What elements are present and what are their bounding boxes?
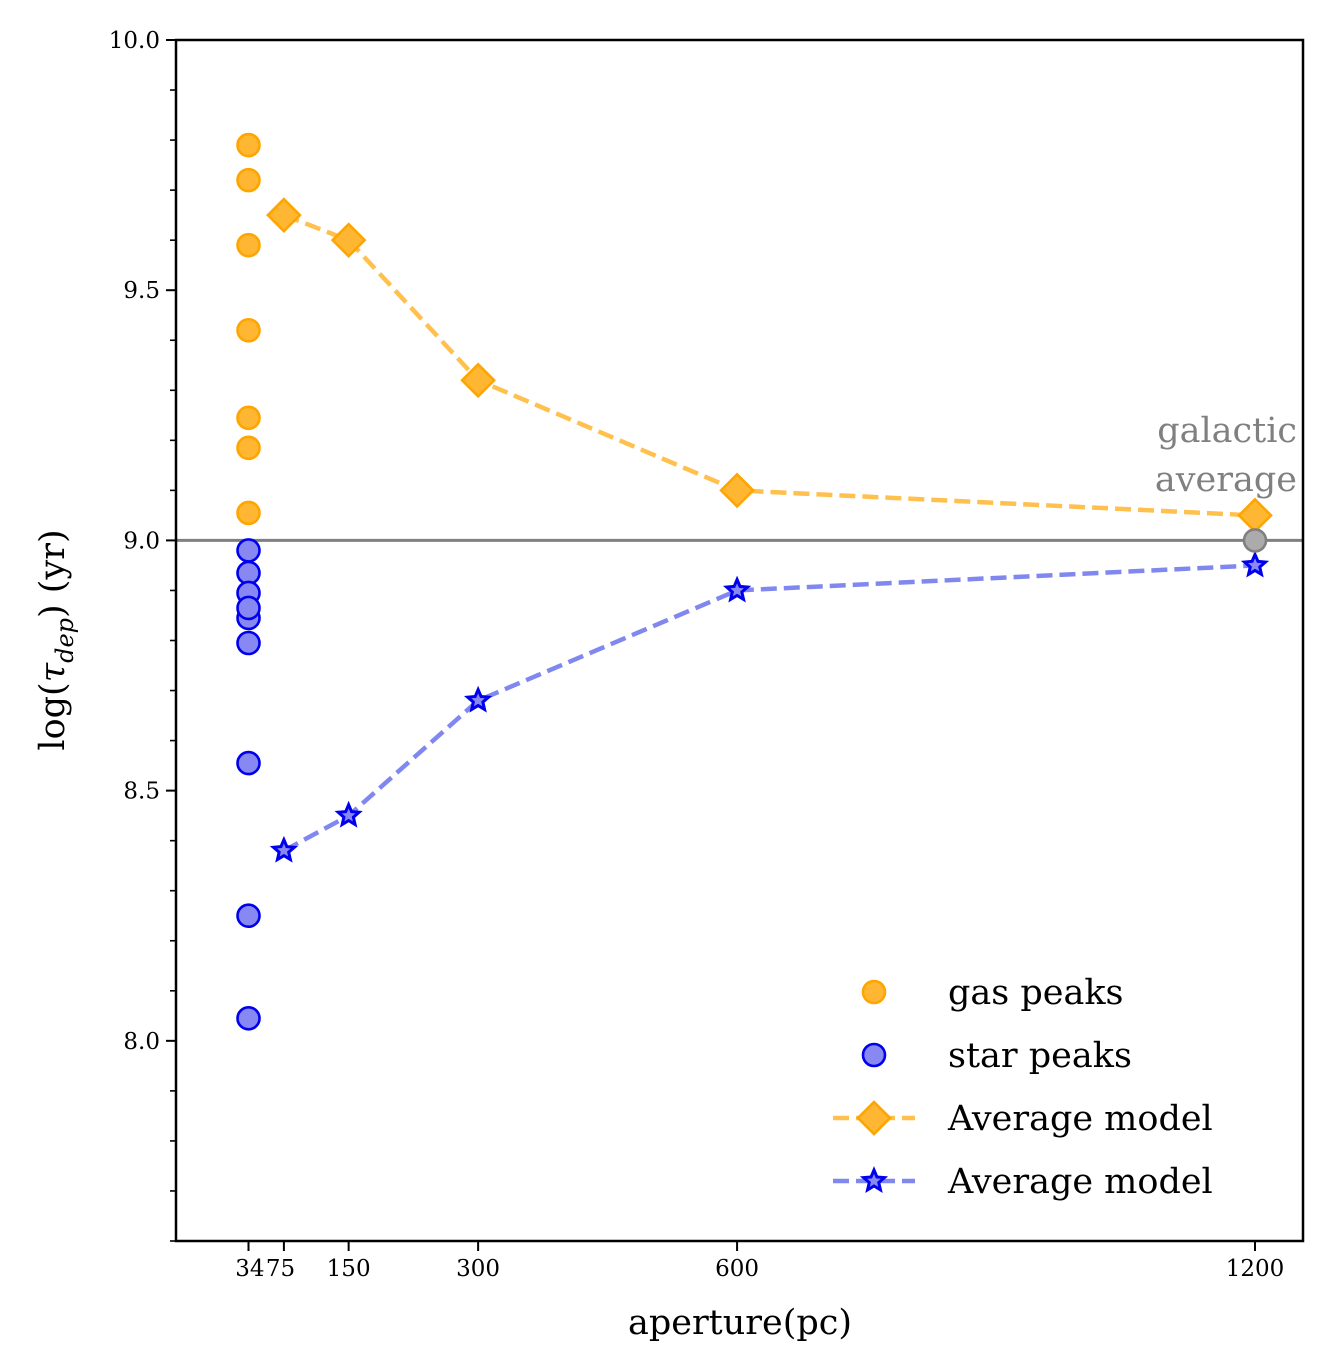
series-0-point-2 xyxy=(236,232,261,258)
series-layer xyxy=(236,132,1273,1031)
legend-label-3: Average model xyxy=(947,1162,1213,1202)
series-1 xyxy=(236,538,261,1031)
series-3-point-2 xyxy=(464,685,493,713)
series-0-point-5 xyxy=(236,435,261,461)
legend-marker-2 xyxy=(856,1100,892,1136)
axes-layer: 8.0 8.5 9.0 9.5 10.0 34 75 150 300 600 1200 xyxy=(109,28,1305,1282)
x-tick-label-4: 600 xyxy=(715,1256,759,1282)
y-axis-label-subscript: dep xyxy=(51,618,79,663)
series-3-point-0 xyxy=(269,835,299,863)
series-1-point-0 xyxy=(236,538,261,563)
y-tick-label-4: 10.0 xyxy=(109,28,160,54)
legend-entry-1: star peaks xyxy=(861,1036,1132,1076)
legend-label-2: Average model xyxy=(947,1099,1213,1139)
x-axis-label: aperture(pc) xyxy=(628,1303,852,1343)
series-4 xyxy=(1242,528,1268,553)
legend-marker-3 xyxy=(859,1166,889,1194)
annotation-line-1: galactic xyxy=(1157,411,1297,451)
series-1-point-1 xyxy=(236,560,261,586)
x-tick-label-3: 300 xyxy=(456,1256,500,1282)
annotation-layer: galactic average xyxy=(1155,411,1297,500)
legend-marker-1 xyxy=(861,1042,887,1068)
y-tick-label-0: 8.0 xyxy=(123,1029,160,1055)
series-0-point-1 xyxy=(236,167,261,193)
series-3-point-1 xyxy=(334,800,363,828)
x-tick-label-2: 150 xyxy=(327,1256,371,1282)
series-2-point-3 xyxy=(719,472,755,509)
series-1-point-4 xyxy=(236,595,261,621)
legend-label-1: star peaks xyxy=(948,1036,1132,1076)
series-0-point-3 xyxy=(236,317,261,343)
legend-marker-0 xyxy=(861,979,887,1005)
series-3-point-4 xyxy=(1240,550,1270,578)
series-0 xyxy=(236,132,261,526)
series-2-point-2 xyxy=(460,362,496,399)
y-axis-label-suffix: ) (yr) xyxy=(33,529,73,618)
series-2-point-1 xyxy=(330,222,367,259)
series-3-line xyxy=(282,563,1256,853)
series-1-point-5 xyxy=(236,630,261,656)
series-2-point-0 xyxy=(266,197,302,233)
series-4-point-0 xyxy=(1242,528,1268,553)
series-1-point-8 xyxy=(236,1006,261,1031)
series-3-point-3 xyxy=(722,575,752,603)
legend-label-0: gas peaks xyxy=(948,973,1124,1013)
legend-entry-0: gas peaks xyxy=(861,973,1124,1013)
legend-entry-3: Average model xyxy=(833,1162,1213,1202)
y-tick-label-2: 9.0 xyxy=(123,528,160,554)
series-0-point-0 xyxy=(236,132,261,158)
y-axis-label-symbol: τ xyxy=(33,662,73,682)
x-tick-label-1: 75 xyxy=(266,1256,295,1282)
x-tick-label-0: 34 xyxy=(235,1256,264,1282)
series-3 xyxy=(269,550,1270,863)
series-0-point-4 xyxy=(236,405,261,431)
y-axis-label: log(τdep) (yr) xyxy=(33,529,79,750)
series-1-point-7 xyxy=(236,903,261,929)
legend-entry-2: Average model xyxy=(833,1099,1213,1139)
series-2 xyxy=(266,197,1273,534)
y-axis-label-prefix: log( xyxy=(33,682,73,750)
series-0-point-6 xyxy=(236,500,261,526)
series-1-point-6 xyxy=(236,750,261,776)
x-tick-label-5: 1200 xyxy=(1226,1256,1285,1282)
y-tick-label-3: 9.5 xyxy=(123,278,160,304)
legend: gas peaks star peaks Average model Average … xyxy=(833,973,1213,1202)
annotation-line-2: average xyxy=(1155,460,1297,500)
y-tick-label-1: 8.5 xyxy=(123,779,160,805)
